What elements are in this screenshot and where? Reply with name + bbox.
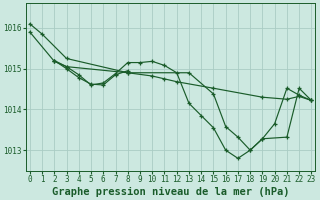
X-axis label: Graphe pression niveau de la mer (hPa): Graphe pression niveau de la mer (hPa): [52, 186, 289, 197]
